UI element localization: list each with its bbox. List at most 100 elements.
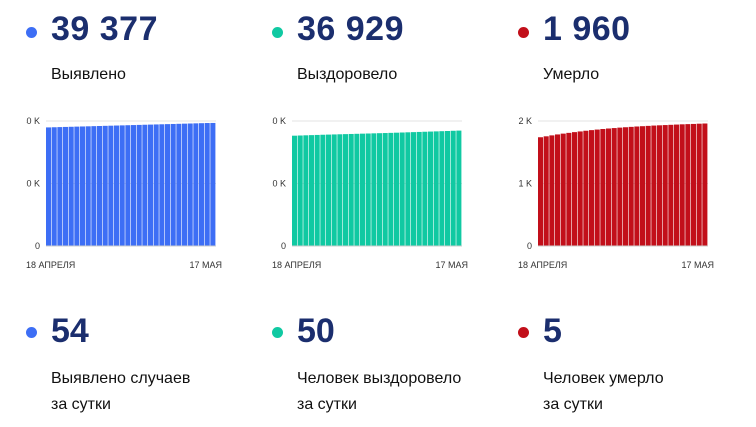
recovered-bar: [348, 133, 354, 246]
recovered-bar: [365, 133, 371, 246]
recovered-daily-line2: за сутки: [297, 396, 357, 413]
recovered-bar: [382, 133, 388, 246]
deaths-bar: [702, 123, 708, 246]
deaths-daily-line2: за сутки: [543, 396, 603, 413]
deaths-x-start-label: 18 АПРЕЛЯ: [518, 260, 567, 270]
recovered-bar: [320, 134, 326, 246]
recovered-bar: [416, 131, 422, 246]
recovered-bar: [292, 135, 298, 246]
detected-daily-dot: [26, 327, 37, 338]
recovered-bar: [314, 134, 320, 246]
deaths-bar: [611, 128, 617, 246]
deaths-bar: [657, 125, 663, 246]
recovered-label: Выздоровело: [297, 66, 398, 83]
deaths-total: 1 960: [543, 10, 631, 48]
recovered-bar: [303, 135, 309, 246]
deaths-y-tick-label: 0: [527, 241, 532, 251]
recovered-bar: [428, 131, 434, 246]
detected-bar: [159, 124, 165, 246]
deaths-daily-dot: [518, 327, 529, 338]
deaths-bar: [623, 127, 629, 246]
detected-bar: [114, 125, 120, 246]
recovered-y-tick-label: 20 K: [272, 179, 286, 189]
detected-bar: [102, 125, 108, 246]
deaths-bar: [606, 128, 612, 246]
recovered-total: 36 929: [297, 10, 404, 48]
recovered-bar: [422, 131, 428, 246]
deaths-bar: [617, 127, 623, 246]
detected-y-tick-label: 40 K: [26, 116, 40, 126]
stat-column-detected: 39 377 Выявлено 0 20 K 40 K 18 АПРЕЛЯ 17 МАЯ…: [26, 0, 271, 427]
recovered-bar: [371, 133, 377, 246]
deaths-bar: [645, 125, 651, 246]
deaths-bar: [566, 132, 572, 246]
detected-bar: [148, 124, 154, 246]
deaths-label: Умерло: [543, 66, 600, 83]
recovered-bar: [360, 133, 366, 246]
detected-x-start-label: 18 АПРЕЛЯ: [26, 260, 75, 270]
detected-bar: [91, 126, 97, 246]
detected-bar: [176, 123, 182, 246]
detected-bar: [210, 122, 216, 246]
deaths-bar: [538, 137, 544, 246]
recovered-bar: [439, 131, 445, 246]
deaths-bar: [674, 124, 680, 246]
recovered-bar: [331, 134, 337, 246]
deaths-daily-label: Человек умерло за сутки: [543, 366, 664, 418]
detected-bar: [80, 126, 86, 246]
detected-bar: [182, 123, 188, 246]
detected-y-tick-label: 0: [35, 241, 40, 251]
deaths-chart: 0 1 K 2 K 18 АПРЕЛЯ 17 МАЯ: [518, 116, 714, 270]
detected-bar: [108, 125, 114, 246]
detected-bar: [74, 126, 80, 246]
detected-bar: [187, 123, 193, 246]
detected-y-tick-label: 20 K: [26, 179, 40, 189]
detected-bar: [165, 124, 171, 246]
recovered-bar: [394, 132, 400, 246]
deaths-bar: [651, 125, 657, 246]
recovered-bar: [326, 134, 332, 246]
recovered-bar: [433, 131, 439, 246]
deaths-bar: [583, 130, 589, 246]
deaths-bar: [572, 132, 578, 246]
deaths-bar: [560, 133, 566, 246]
detected-bar: [153, 124, 159, 246]
deaths-bar: [691, 123, 697, 246]
detected-bar: [68, 126, 74, 246]
recovered-chart: 0 20 K 40 K 18 АПРЕЛЯ 17 МАЯ: [272, 116, 468, 270]
detected-bar: [136, 124, 142, 246]
detected-bar: [199, 123, 205, 246]
stat-column-deaths: 1 960 Умерло 0 1 K 2 K 18 АПРЕЛЯ 17 МАЯ 5 Че…: [518, 0, 756, 427]
deaths-bar: [628, 126, 634, 246]
deaths-bar: [662, 125, 668, 246]
deaths-bar: [555, 134, 561, 246]
detected-bar: [46, 127, 52, 246]
deaths-bar: [600, 129, 606, 246]
recovered-bar: [354, 133, 360, 246]
deaths-bar: [679, 124, 685, 246]
recovered-x-end-label: 17 МАЯ: [435, 260, 468, 270]
recovered-daily-line1: Человек выздоровело: [297, 370, 462, 387]
recovered-bar: [450, 130, 456, 246]
deaths-bar: [696, 123, 702, 246]
recovered-x-start-label: 18 АПРЕЛЯ: [272, 260, 321, 270]
deaths-bar: [577, 131, 583, 246]
deaths-bar: [640, 126, 646, 246]
recovered-bar: [377, 133, 383, 246]
recovered-bar: [445, 131, 451, 246]
detected-bar: [119, 125, 125, 246]
detected-bar: [97, 126, 103, 246]
deaths-dot: [518, 27, 529, 38]
deaths-y-tick-label: 1 K: [518, 179, 532, 189]
detected-bar: [51, 127, 57, 246]
deaths-bar: [634, 126, 640, 246]
detected-daily-label: Выявлено случаев за сутки: [51, 366, 190, 418]
detected-x-end-label: 17 МАЯ: [189, 260, 222, 270]
deaths-bar: [685, 124, 691, 246]
deaths-bar: [589, 130, 595, 246]
recovered-bar: [405, 132, 411, 246]
detected-chart: 0 20 K 40 K 18 АПРЕЛЯ 17 МАЯ: [26, 116, 222, 270]
detected-bar: [142, 124, 148, 246]
detected-label: Выявлено: [51, 66, 126, 83]
deaths-bar: [549, 135, 555, 246]
